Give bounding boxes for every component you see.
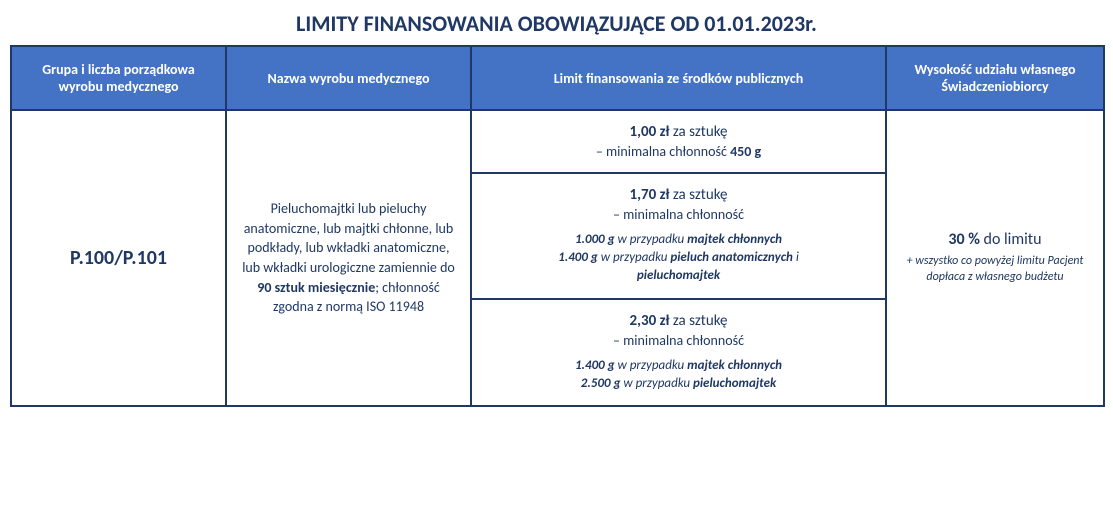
limit-per: za sztukę [669,312,727,330]
detail-b: majtek chłonnych [687,232,782,247]
limit-detail: 2.500 g w przypadku pieluchomajtek [492,375,865,393]
header-group: Grupa i liczba porządkowa wyrobu medyczn… [11,46,226,110]
limit-detail: 1.400 g w przypadku pieluch anatomicznyc… [492,249,865,267]
cell-limit-2: 1,70 zł za sztukę – minimalna chłonność … [471,173,886,299]
detail-b: majtek chłonnych [687,358,782,373]
limit-price: 1,00 zł [630,123,670,141]
limit-sub-prefix: – minimalna chłonność [613,332,744,349]
product-qty: 90 sztuk miesięcznie [257,279,375,296]
limit-per: za sztukę [669,186,727,204]
cell-limit-3: 2,30 zł za sztukę – minimalna chłonność … [471,299,886,406]
cell-product: Pieluchomajtki lub pieluchy anatomiczne,… [226,110,471,406]
limit-price: 2,30 zł [630,312,670,330]
limit-price-line: 1,70 zł za sztukę [492,186,865,204]
detail-mid: w przypadku [620,376,693,391]
detail-g: 1.400 g [558,250,598,265]
limit-detail: pieluchomajtek [492,267,865,285]
limit-sub-prefix: – minimalna chłonność [596,143,730,160]
header-product: Nazwa wyrobu medycznego [226,46,471,110]
limit-sub: – minimalna chłonność [492,206,865,223]
detail-g: 1.000 g [575,232,615,247]
limit-sub: – minimalna chłonność [492,332,865,349]
header-limit: Limit finansowania ze środków publicznyc… [471,46,886,110]
detail-b: pieluch anatomicznych [670,250,793,265]
detail-g: 1.400 g [575,358,615,373]
share-note: + wszystko co powyżej limitu Pacjent dop… [897,253,1093,287]
share-main: 30 % do limitu [897,230,1093,249]
limit-sub-prefix: – minimalna chłonność [613,206,744,223]
cell-code: P.100/P.101 [11,110,226,406]
product-code: P.100/P.101 [70,246,167,270]
limit-detail: 1.000 g w przypadku majtek chłonnych [492,231,865,249]
header-share: Wysokość udziału własnego Świadczeniobio… [886,46,1104,110]
page-title: LIMITY FINANSOWANIA OBOWIĄZUJĄCE OD 01.0… [10,10,1103,37]
limit-price-line: 2,30 zł za sztukę [492,312,865,330]
detail-tail: i [793,250,799,265]
detail-mid: w przypadku [598,250,671,265]
limit-sub-bold: 450 g [730,143,761,160]
share-pct: 30 % [948,230,980,249]
financing-table: Grupa i liczba porządkowa wyrobu medyczn… [10,45,1105,407]
limit-price: 1,70 zł [630,186,670,204]
limit-sub: – minimalna chłonność 450 g [492,143,865,160]
table-row: P.100/P.101 Pieluchomajtki lub pieluchy … [11,110,1104,173]
detail-g: 2.500 g [581,376,621,391]
share-pct-suffix: do limitu [980,230,1042,249]
detail-mid: w przypadku [615,358,688,373]
cell-limit-1: 1,00 zł za sztukę – minimalna chłonność … [471,110,886,173]
cell-share: 30 % do limitu + wszystko co powyżej lim… [886,110,1104,406]
limit-detail: 1.400 g w przypadku majtek chłonnych [492,357,865,375]
product-prefix: Pieluchomajtki lub pieluchy anatomiczne,… [242,200,455,276]
detail-b: pieluchomajtek [637,268,720,283]
limit-price-line: 1,00 zł za sztukę [492,123,865,141]
detail-b: pieluchomajtek [693,376,776,391]
table-header-row: Grupa i liczba porządkowa wyrobu medyczn… [11,46,1104,110]
detail-mid: w przypadku [615,232,688,247]
limit-per: za sztukę [669,123,727,141]
